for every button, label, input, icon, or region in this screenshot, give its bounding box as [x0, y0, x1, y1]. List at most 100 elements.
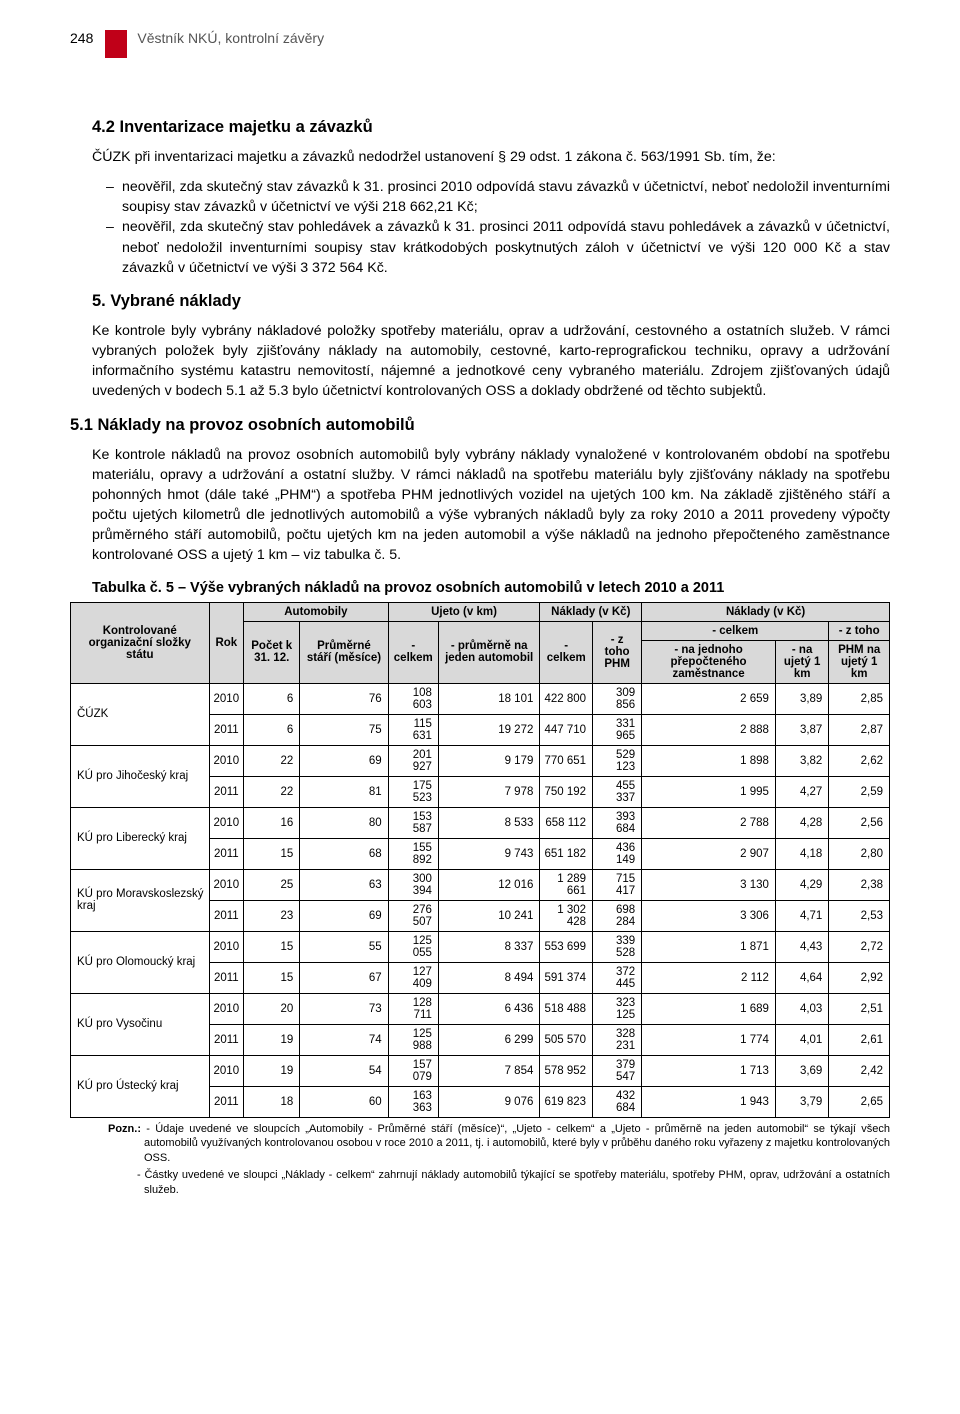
th-pocet: Počet k 31. 12. [244, 621, 300, 683]
cell-n2c: 1 774 [642, 1024, 776, 1055]
cell-nphm: 372 445 [593, 962, 642, 993]
cell-rok: 2011 [209, 1086, 244, 1117]
cell-ucelk: 125 988 [388, 1024, 438, 1055]
cell-uprum: 8 533 [438, 807, 539, 838]
cell-ucelk: 276 507 [388, 900, 438, 931]
para-5: Ke kontrole byly vybrány nákladové polož… [92, 321, 890, 402]
cell-uprum: 10 241 [438, 900, 539, 931]
cell-pocet: 25 [244, 869, 300, 900]
cell-stari: 54 [300, 1055, 388, 1086]
cell-rok: 2011 [209, 776, 244, 807]
cell-org: KÚ pro Jihočeský kraj [71, 745, 210, 807]
cell-rok: 2010 [209, 1055, 244, 1086]
cell-n2p: 2,38 [829, 869, 890, 900]
cell-ncelk: 447 710 [540, 714, 593, 745]
cell-stari: 73 [300, 993, 388, 1024]
cell-stari: 81 [300, 776, 388, 807]
cell-n2p: 2,61 [829, 1024, 890, 1055]
cell-ncelk: 591 374 [540, 962, 593, 993]
page-header: 248 Věstník NKÚ, kontrolní závěry [70, 30, 890, 58]
cell-nphm: 436 149 [593, 838, 642, 869]
cell-n2p: 2,92 [829, 962, 890, 993]
table-body: ČÚZK2010676108 60318 101422 800309 8562 … [71, 683, 890, 1117]
bullet-list-4-2: neověřil, zda skutečný stav závazků k 31… [106, 177, 890, 278]
cell-n2k: 4,28 [775, 807, 828, 838]
cell-n2c: 1 689 [642, 993, 776, 1024]
th-n2-ztoho: - z toho [829, 621, 890, 640]
th-n2-celkem-group: - celkem [642, 621, 829, 640]
cell-ucelk: 175 523 [388, 776, 438, 807]
cell-nphm: 309 856 [593, 683, 642, 714]
section-4-2: 4.2 Inventarizace majetku a závazků ČÚZK… [70, 118, 890, 278]
bullet-item: neověřil, zda skutečný stav závazků k 31… [106, 177, 890, 217]
cell-stari: 63 [300, 869, 388, 900]
cell-n2p: 2,87 [829, 714, 890, 745]
cell-stari: 76 [300, 683, 388, 714]
bullet-item: neověřil, zda skutečný stav pohledávek a… [106, 217, 890, 277]
cell-n2k: 4,03 [775, 993, 828, 1024]
cell-nphm: 715 417 [593, 869, 642, 900]
th-ujeto-celkem: - celkem [388, 621, 438, 683]
cell-org: KÚ pro Ústecký kraj [71, 1055, 210, 1117]
cell-n2c: 3 306 [642, 900, 776, 931]
cell-org: KÚ pro Olomoucký kraj [71, 931, 210, 993]
table-caption: Tabulka č. 5 – Výše vybraných nákladů na… [92, 580, 890, 596]
th-naklady-phm: - z toho PHM [593, 621, 642, 683]
cell-nphm: 331 965 [593, 714, 642, 745]
cell-rok: 2010 [209, 683, 244, 714]
page-number: 248 [70, 30, 93, 46]
cell-n2p: 2,53 [829, 900, 890, 931]
cell-stari: 74 [300, 1024, 388, 1055]
cell-nphm: 432 684 [593, 1086, 642, 1117]
cell-n2p: 2,59 [829, 776, 890, 807]
th-auto-group: Automobily [244, 602, 389, 621]
cell-uprum: 6 436 [438, 993, 539, 1024]
logo-icon [105, 30, 127, 58]
cell-pocet: 22 [244, 745, 300, 776]
cell-n2p: 2,62 [829, 745, 890, 776]
cell-ncelk: 518 488 [540, 993, 593, 1024]
cell-pocet: 15 [244, 931, 300, 962]
cell-pocet: 15 [244, 962, 300, 993]
cell-ncelk: 505 570 [540, 1024, 593, 1055]
cell-uprum: 7 978 [438, 776, 539, 807]
cell-uprum: 8 494 [438, 962, 539, 993]
th-naklady-group: Náklady (v Kč) [540, 602, 642, 621]
section-5-1: 5.1 Náklady na provoz osobních automobil… [70, 416, 890, 566]
cell-n2k: 4,27 [775, 776, 828, 807]
cell-nphm: 328 231 [593, 1024, 642, 1055]
cell-nphm: 339 528 [593, 931, 642, 962]
cell-n2c: 1 995 [642, 776, 776, 807]
cell-ucelk: 155 892 [388, 838, 438, 869]
table-5: Kontrolované organizační složky státu Ro… [70, 602, 890, 1118]
cell-ncelk: 578 952 [540, 1055, 593, 1086]
cell-pocet: 18 [244, 1086, 300, 1117]
heading-5: 5. Vybrané náklady [92, 292, 890, 311]
cell-stari: 69 [300, 900, 388, 931]
cell-uprum: 7 854 [438, 1055, 539, 1086]
cell-uprum: 18 101 [438, 683, 539, 714]
cell-rok: 2011 [209, 962, 244, 993]
cell-ncelk: 658 112 [540, 807, 593, 838]
cell-ucelk: 153 587 [388, 807, 438, 838]
th-ujeto-prum: - průměrně na jeden automobil [438, 621, 539, 683]
cell-rok: 2011 [209, 838, 244, 869]
cell-ncelk: 750 192 [540, 776, 593, 807]
cell-n2c: 3 130 [642, 869, 776, 900]
cell-nphm: 379 547 [593, 1055, 642, 1086]
cell-nphm: 529 123 [593, 745, 642, 776]
cell-uprum: 9 743 [438, 838, 539, 869]
cell-nphm: 698 284 [593, 900, 642, 931]
cell-n2k: 4,64 [775, 962, 828, 993]
th-n2-phm1km: PHM na ujetý 1 km [829, 640, 890, 683]
table-head: Kontrolované organizační složky státu Ro… [71, 602, 890, 683]
table-row: KÚ pro Ústecký kraj20101954157 0797 8545… [71, 1055, 890, 1086]
th-ujeto-group: Ujeto (v km) [388, 602, 540, 621]
cell-n2c: 2 888 [642, 714, 776, 745]
cell-n2k: 3,87 [775, 714, 828, 745]
table-row: ČÚZK2010676108 60318 101422 800309 8562 … [71, 683, 890, 714]
footnote-1: Pozn.: - Údaje uvedené ve sloupcích „Aut… [92, 1122, 890, 1167]
cell-n2p: 2,51 [829, 993, 890, 1024]
cell-rok: 2011 [209, 1024, 244, 1055]
cell-pocet: 15 [244, 838, 300, 869]
